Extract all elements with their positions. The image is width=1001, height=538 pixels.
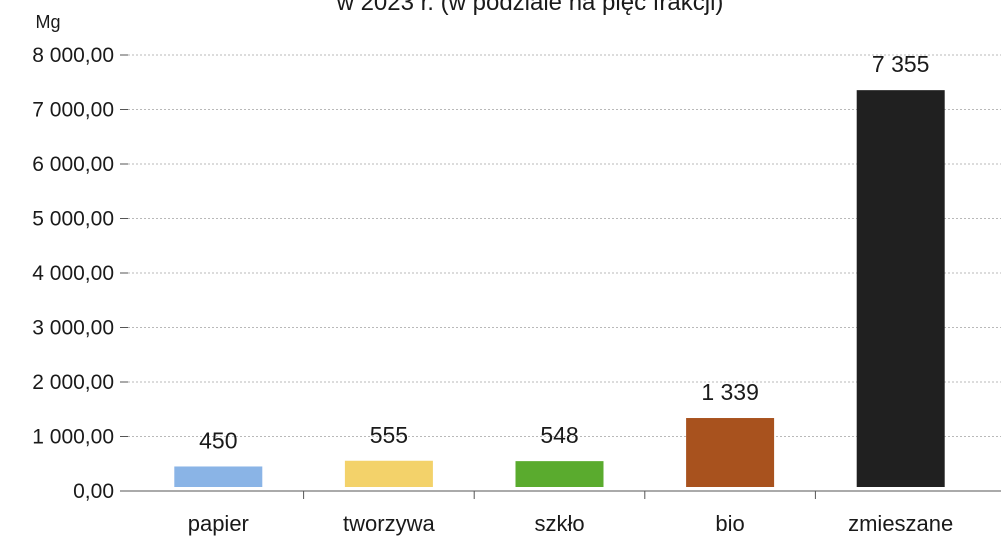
y-tick-label: 5 000,00 [32, 208, 114, 231]
category-labels: papier tworzywa szkło bio zmieszane [188, 511, 954, 536]
bars [174, 90, 945, 487]
bar-zmieszane [856, 90, 945, 487]
category-label: tworzywa [343, 511, 435, 536]
gridlines [120, 54, 1001, 499]
category-label: zmieszane [848, 511, 953, 536]
category-label: szkło [534, 511, 584, 536]
value-label: 7 355 [872, 51, 930, 77]
value-label: 555 [370, 422, 408, 448]
y-tick-label: 2 000,00 [32, 371, 114, 394]
y-tick-label: 3 000,00 [32, 317, 114, 340]
y-tick-label: 7 000,00 [32, 99, 114, 122]
y-axis-title: Mg [35, 12, 60, 32]
bar-bio [686, 418, 775, 487]
y-axis-ticks: 0,00 1 000,00 2 000,00 3 000,00 4 000,00 5 00… [32, 44, 114, 503]
y-tick-label: 6 000,00 [32, 153, 114, 176]
value-labels: 450 555 548 1 339 7 355 [199, 51, 929, 453]
bar-tworzywa [344, 460, 433, 487]
category-label: papier [188, 511, 249, 536]
value-label: 450 [199, 427, 237, 453]
value-label: 548 [540, 422, 578, 448]
y-tick-label: 0,00 [73, 480, 114, 503]
y-tick-label: 1 000,00 [32, 426, 114, 449]
category-label: bio [715, 511, 744, 536]
bar-papier [174, 466, 263, 487]
bar-szkło [515, 461, 604, 487]
y-tick-label: 4 000,00 [32, 262, 114, 285]
value-label: 1 339 [701, 379, 759, 405]
y-tick-label: 8 000,00 [32, 44, 114, 67]
chart-title: w 2023 r. (w podziale na pięć frakcji) [336, 0, 724, 16]
